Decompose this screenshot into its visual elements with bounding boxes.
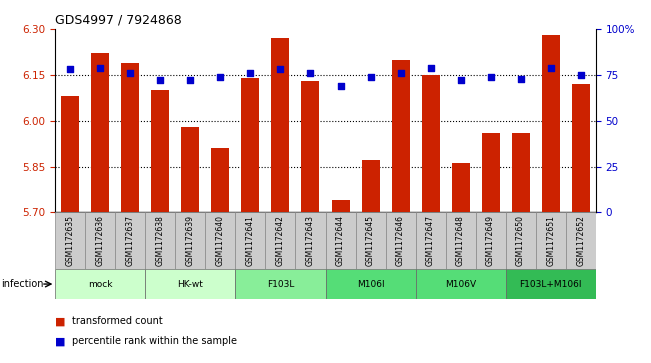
Text: HK-wt: HK-wt bbox=[178, 280, 203, 289]
Text: GSM1172636: GSM1172636 bbox=[96, 215, 105, 266]
Text: GSM1172641: GSM1172641 bbox=[246, 215, 255, 266]
Point bbox=[365, 74, 376, 79]
Bar bbox=[566, 212, 596, 269]
Bar bbox=[266, 212, 296, 269]
Bar bbox=[326, 212, 355, 269]
Bar bbox=[331, 200, 350, 212]
Text: GSM1172643: GSM1172643 bbox=[306, 215, 315, 266]
Bar bbox=[212, 148, 229, 212]
Point bbox=[546, 65, 556, 70]
Bar bbox=[572, 84, 590, 212]
Text: GSM1172652: GSM1172652 bbox=[576, 215, 585, 266]
Bar bbox=[121, 63, 139, 212]
Bar bbox=[242, 78, 260, 212]
Point bbox=[275, 66, 286, 72]
Bar bbox=[452, 163, 469, 212]
Bar bbox=[236, 212, 266, 269]
Bar bbox=[115, 212, 145, 269]
Point bbox=[155, 77, 165, 83]
Text: M106I: M106I bbox=[357, 280, 384, 289]
Point bbox=[516, 76, 526, 81]
Bar bbox=[175, 212, 206, 269]
Bar bbox=[55, 212, 85, 269]
Bar bbox=[542, 35, 560, 212]
Bar bbox=[415, 269, 506, 299]
Point bbox=[65, 66, 76, 72]
Text: ■: ■ bbox=[55, 316, 66, 326]
Text: GSM1172650: GSM1172650 bbox=[516, 215, 525, 266]
Bar bbox=[182, 127, 199, 212]
Text: GDS4997 / 7924868: GDS4997 / 7924868 bbox=[55, 13, 182, 26]
Bar bbox=[445, 212, 476, 269]
Bar bbox=[55, 269, 145, 299]
Point bbox=[456, 77, 466, 83]
Text: GSM1172637: GSM1172637 bbox=[126, 215, 135, 266]
Text: transformed count: transformed count bbox=[72, 316, 162, 326]
Text: GSM1172635: GSM1172635 bbox=[66, 215, 75, 266]
Bar bbox=[385, 212, 415, 269]
Bar bbox=[422, 75, 439, 212]
Text: mock: mock bbox=[88, 280, 113, 289]
Point bbox=[125, 70, 135, 76]
Point bbox=[305, 70, 316, 76]
Text: percentile rank within the sample: percentile rank within the sample bbox=[72, 336, 236, 346]
Point bbox=[395, 70, 406, 76]
Text: M106V: M106V bbox=[445, 280, 476, 289]
Text: GSM1172645: GSM1172645 bbox=[366, 215, 375, 266]
Bar bbox=[536, 212, 566, 269]
Text: GSM1172648: GSM1172648 bbox=[456, 215, 465, 266]
Text: GSM1172638: GSM1172638 bbox=[156, 215, 165, 266]
Bar bbox=[145, 212, 175, 269]
Point bbox=[215, 74, 226, 79]
Text: GSM1172646: GSM1172646 bbox=[396, 215, 405, 266]
Bar bbox=[85, 212, 115, 269]
Text: GSM1172651: GSM1172651 bbox=[546, 215, 555, 266]
Point bbox=[486, 74, 496, 79]
Text: F103L: F103L bbox=[267, 280, 294, 289]
Bar bbox=[415, 212, 445, 269]
Text: F103L+M106I: F103L+M106I bbox=[519, 280, 582, 289]
Bar bbox=[271, 38, 290, 212]
Text: ■: ■ bbox=[55, 336, 66, 346]
Point bbox=[186, 77, 196, 83]
Text: GSM1172640: GSM1172640 bbox=[216, 215, 225, 266]
Bar bbox=[361, 160, 380, 212]
Bar bbox=[301, 81, 320, 212]
Bar bbox=[391, 60, 409, 212]
Point bbox=[575, 72, 586, 78]
Bar bbox=[476, 212, 506, 269]
Point bbox=[245, 70, 256, 76]
Text: infection: infection bbox=[1, 279, 44, 289]
Bar bbox=[482, 133, 499, 212]
Text: GSM1172644: GSM1172644 bbox=[336, 215, 345, 266]
Point bbox=[95, 65, 105, 70]
Bar bbox=[512, 133, 530, 212]
Bar bbox=[61, 96, 79, 212]
Point bbox=[425, 65, 436, 70]
Bar bbox=[91, 53, 109, 212]
Text: GSM1172647: GSM1172647 bbox=[426, 215, 435, 266]
Bar bbox=[355, 212, 385, 269]
Bar bbox=[236, 269, 326, 299]
Bar bbox=[145, 269, 236, 299]
Bar bbox=[506, 212, 536, 269]
Text: GSM1172642: GSM1172642 bbox=[276, 215, 285, 266]
Text: GSM1172639: GSM1172639 bbox=[186, 215, 195, 266]
Bar bbox=[326, 269, 415, 299]
Bar bbox=[296, 212, 326, 269]
Bar bbox=[206, 212, 236, 269]
Text: GSM1172649: GSM1172649 bbox=[486, 215, 495, 266]
Bar bbox=[506, 269, 596, 299]
Bar bbox=[152, 90, 169, 212]
Point bbox=[335, 83, 346, 89]
